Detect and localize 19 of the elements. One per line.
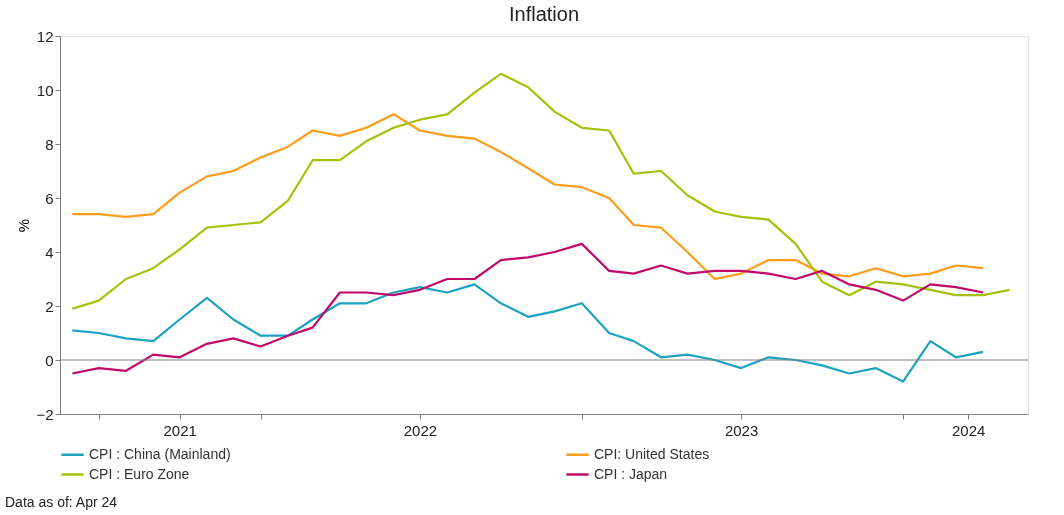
y-tick-label: 10 xyxy=(36,81,54,99)
x-tick-label: 2021 xyxy=(163,421,197,439)
y-tick-label: 2 xyxy=(45,297,54,315)
y-tick-label: 8 xyxy=(45,135,54,153)
y-tick-label: 4 xyxy=(45,243,54,261)
y-tick-label: 0 xyxy=(45,351,54,369)
x-tick-label: 2022 xyxy=(403,421,438,439)
y-axis-title: % xyxy=(15,218,33,233)
text: Data as of: Apr 24 xyxy=(5,494,118,510)
y-tick-label: −2 xyxy=(36,405,54,423)
x-tick-label: 2024 xyxy=(951,421,986,439)
y-tick-label: 12 xyxy=(36,27,54,45)
legend-label: CPI: United States xyxy=(594,445,710,462)
chart-title: Inflation xyxy=(508,3,580,25)
legend-label: CPI : Japan xyxy=(594,465,668,482)
legend-label: CPI : Euro Zone xyxy=(89,465,190,482)
y-tick-label: 6 xyxy=(45,189,54,207)
x-tick-label: 2023 xyxy=(724,421,759,439)
legend-label: CPI : China (Mainland) xyxy=(89,445,231,462)
